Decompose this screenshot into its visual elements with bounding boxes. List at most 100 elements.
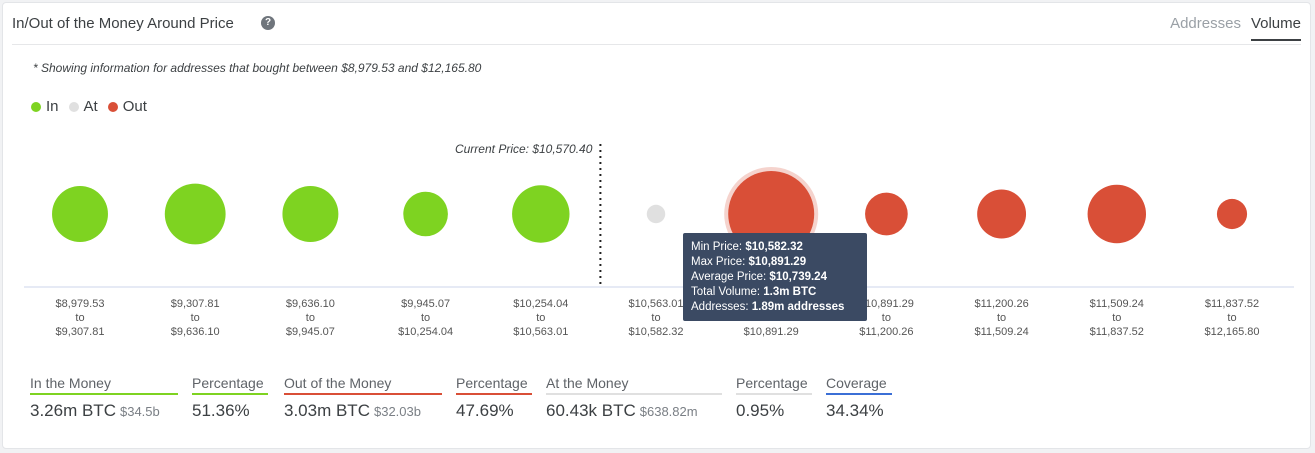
bubble-out-8[interactable]: [977, 189, 1027, 239]
question-icon[interactable]: ?: [261, 16, 275, 30]
bubble-at-5[interactable]: [646, 204, 666, 224]
tooltip-max-row: Max Price: $10,891.29: [691, 255, 859, 270]
tick-label-5-1: to: [651, 312, 660, 324]
stat-coverage: Coverage 34.34%: [826, 375, 892, 421]
stat-in-label: In the Money: [30, 375, 111, 391]
tick-label-7-1: to: [882, 312, 891, 324]
bubble-out-9[interactable]: [1087, 184, 1147, 244]
bubble-out-10[interactable]: [1216, 198, 1248, 230]
tab-volume[interactable]: Volume: [1250, 15, 1301, 41]
stat-at-underline: [546, 393, 722, 395]
tick-label-9-0: $11,509.24: [1090, 298, 1144, 310]
stat-at-value-row: 60.43k BTC $638.82m: [546, 401, 722, 421]
tick-label-4-2: $10,563.01: [513, 326, 568, 338]
tick-label-1-2: $9,636.10: [171, 326, 220, 338]
tooltip-addr-label: Addresses:: [691, 301, 749, 313]
legend-dot-out: [107, 101, 118, 112]
tick-label-7-0: $10,891.29: [859, 298, 914, 310]
tooltip-vol-value: 1.3m BTC: [763, 286, 817, 298]
tick-label-4-1: to: [536, 312, 545, 324]
legend-dot-at: [68, 101, 79, 112]
bubble-in-3[interactable]: [403, 191, 448, 237]
tick-label-6-2: $10,891.29: [744, 326, 799, 338]
tick-label-9-2: $11,837.52: [1090, 326, 1144, 338]
tick-label-1-0: $9,307.81: [171, 298, 220, 310]
tick-label-4-0: $10,254.04: [513, 298, 568, 310]
legend-item-at[interactable]: At: [68, 98, 98, 115]
stat-out-pct-underline: [456, 393, 532, 395]
legend-item-in[interactable]: In: [31, 98, 59, 115]
stat-in-sub: $34.5b: [119, 404, 160, 419]
legend-label-at: At: [83, 98, 98, 115]
stat-out-sub: $32.03b: [373, 404, 421, 419]
stat-in-percentage: Percentage 51.36%: [192, 375, 268, 421]
tick-label-10-1: to: [1227, 312, 1236, 324]
bubble-chart: Current Price: $10,570.40 $8,979.53 to $9,3…: [24, 142, 1294, 338]
tooltip-avg-label: Average Price:: [691, 271, 767, 283]
legend-label-out: Out: [122, 98, 147, 115]
tick-label-0-0: $8,979.53: [56, 298, 105, 310]
stat-in-the-money: In the Money 3.26m BTC $34.5b: [30, 375, 178, 421]
tick-label-7-2: $11,200.26: [859, 326, 913, 338]
stat-at-pct-label: Percentage: [736, 375, 808, 391]
tooltip-vol-row: Total Volume: 1.3m BTC: [691, 285, 859, 300]
stat-out-label: Out of the Money: [284, 375, 392, 391]
stat-at-percentage: Percentage 0.95%: [736, 375, 812, 421]
tick-label-8-2: $11,509.24: [974, 326, 1028, 338]
tooltip-min-value: $10,582.32: [745, 241, 803, 253]
tick-label-5-2: $10,582.32: [628, 326, 683, 338]
stat-out-value: 3.03m BTC: [284, 401, 370, 420]
stat-at-label: At the Money: [546, 375, 629, 391]
stat-in-value: 3.26m BTC: [30, 401, 116, 420]
tick-label-0-1: to: [75, 312, 84, 324]
stat-at-sub: $638.82m: [639, 404, 698, 419]
tick-label-3-1: to: [421, 312, 430, 324]
bubble-in-4[interactable]: [512, 185, 570, 243]
legend-label-in: In: [46, 98, 59, 115]
tick-label-0-2: $9,307.81: [56, 326, 105, 338]
bubble-tooltip: Min Price: $10,582.32 Max Price: $10,891…: [683, 233, 867, 321]
tooltip-avg-value: $10,739.24: [769, 271, 827, 283]
stat-in-underline: [30, 393, 178, 395]
tick-label-2-2: $9,945.07: [286, 326, 335, 338]
legend-item-out[interactable]: Out: [107, 98, 147, 115]
stat-out-underline: [284, 393, 442, 395]
tick-label-10-2: $12,165.80: [1204, 326, 1259, 338]
current-price-label: Current Price: $10,570.40: [455, 142, 593, 156]
tooltip-max-value: $10,891.29: [748, 256, 807, 268]
card-title: In/Out of the Money Around Price: [12, 15, 234, 32]
stat-out-percentage: Percentage 47.69%: [456, 375, 532, 421]
tick-label-10-0: $11,837.52: [1205, 298, 1259, 310]
tooltip-min-row: Min Price: $10,582.32: [691, 240, 859, 255]
stat-at-pct-value: 0.95%: [736, 401, 785, 420]
stat-out-pct-value: 47.69%: [456, 401, 514, 420]
bubble-in-0[interactable]: [52, 186, 108, 242]
tooltip-addr-row: Addresses: 1.89m addresses: [691, 300, 859, 315]
tick-label-3-0: $9,945.07: [401, 298, 450, 310]
stat-at-value: 60.43k BTC: [546, 401, 636, 420]
stat-out-value-row: 3.03m BTC $32.03b: [284, 401, 442, 421]
range-note: * Showing information for addresses that…: [33, 61, 482, 75]
bubble-in-1[interactable]: [164, 183, 226, 245]
tooltip-addr-value: 1.89m addresses: [751, 301, 845, 313]
tick-label-3-2: $10,254.04: [398, 326, 453, 338]
tick-label-5-0: $10,563.01: [628, 298, 683, 310]
stat-out-of-the-money: Out of the Money 3.03m BTC $32.03b: [284, 375, 442, 421]
chart-legend: In At Out: [31, 98, 157, 115]
bubble-out-7[interactable]: [865, 192, 908, 236]
tick-label-9-1: to: [1112, 312, 1121, 324]
stat-at-pct-underline: [736, 393, 812, 395]
tick-label-2-0: $9,636.10: [286, 298, 335, 310]
stat-in-pct-label: Percentage: [192, 375, 264, 391]
bubble-in-2[interactable]: [282, 186, 339, 242]
tick-label-8-0: $11,200.26: [974, 298, 1028, 310]
stat-in-pct-value: 51.36%: [192, 401, 250, 420]
view-tabs: Addresses Volume: [1160, 15, 1301, 41]
legend-dot-in: [31, 101, 41, 112]
stat-coverage-underline: [826, 393, 892, 395]
tab-addresses[interactable]: Addresses: [1170, 15, 1241, 32]
stat-in-pct-underline: [192, 393, 268, 395]
tooltip-min-label: Min Price:: [691, 241, 743, 253]
tooltip-max-label: Max Price:: [691, 256, 746, 268]
